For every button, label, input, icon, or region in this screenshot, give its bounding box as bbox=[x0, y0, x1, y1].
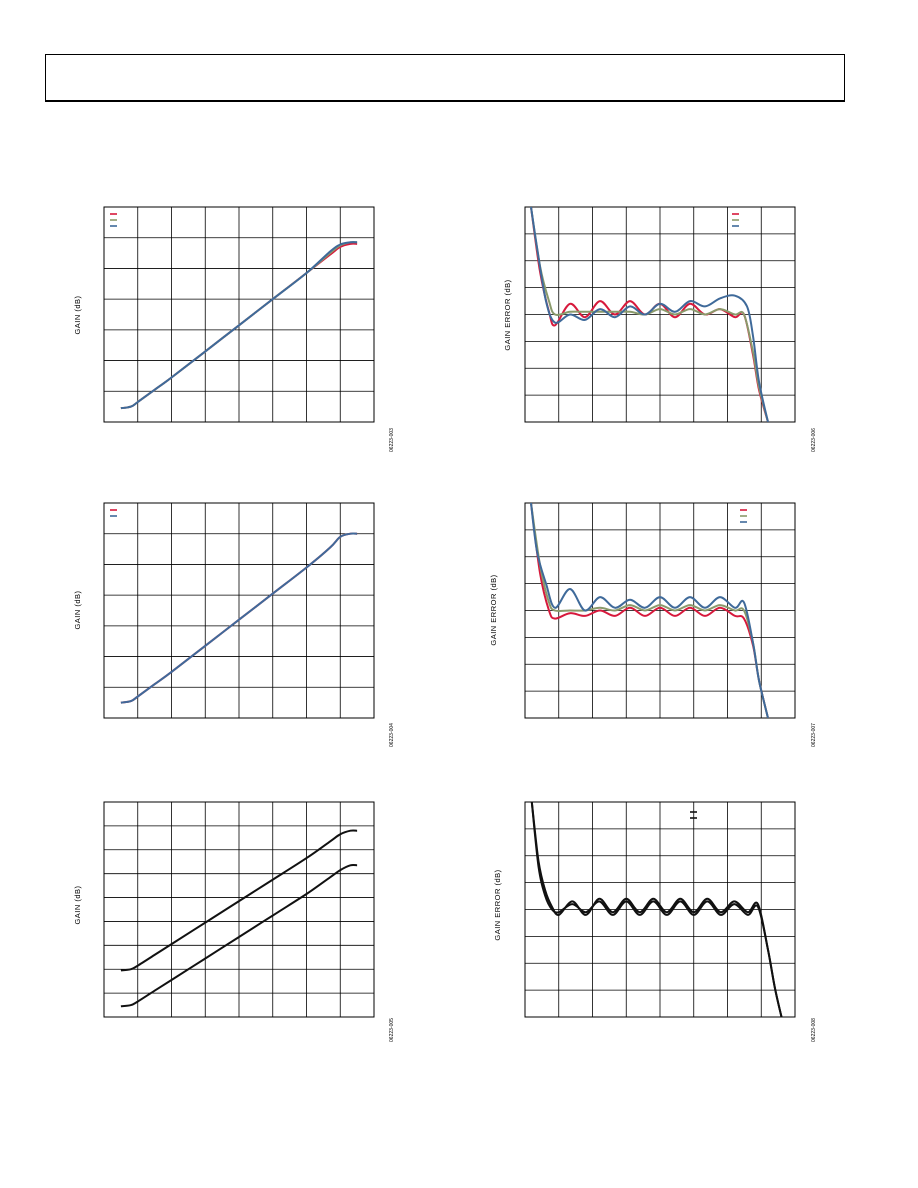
figure-id: 06223-003 bbox=[389, 428, 395, 452]
y-axis-label: GAIN ERROR (dB) bbox=[493, 869, 502, 940]
series-line-2 bbox=[530, 802, 783, 1017]
series-line-2 bbox=[120, 863, 358, 1008]
figure-id: 06223-007 bbox=[811, 723, 817, 747]
chart-c3: GAIN (dB) 06223-004 bbox=[73, 502, 395, 747]
legend bbox=[740, 509, 747, 523]
chart-c5: GAIN (dB) 06223-005 bbox=[73, 801, 395, 1042]
y-axis-label: GAIN (dB) bbox=[73, 885, 82, 924]
series-line-2 bbox=[530, 207, 769, 422]
y-axis-label: GAIN (dB) bbox=[73, 295, 82, 334]
figure-id: 06223-006 bbox=[811, 428, 817, 452]
legend bbox=[110, 509, 117, 517]
y-axis-label: GAIN ERROR (dB) bbox=[489, 574, 498, 645]
series-line-3 bbox=[530, 503, 769, 718]
series-line-1 bbox=[530, 503, 769, 718]
chart-c4: GAIN ERROR (dB) 06223-007 bbox=[489, 502, 817, 747]
chart-c6: GAIN ERROR (dB) 06223-008 bbox=[493, 801, 817, 1042]
chart-c2: GAIN ERROR (dB) 06223-006 bbox=[503, 206, 817, 452]
figure-id: 06223-005 bbox=[389, 1018, 395, 1042]
legend bbox=[732, 213, 739, 227]
series-line-3 bbox=[120, 241, 358, 410]
series-line-2 bbox=[530, 503, 769, 718]
legend bbox=[690, 811, 697, 819]
series-line-1 bbox=[530, 802, 783, 1017]
series-line-2 bbox=[120, 532, 358, 704]
chart-c1: GAIN (dB) 06223-003 bbox=[73, 206, 395, 452]
series-line-1 bbox=[120, 829, 358, 972]
figure-id: 06223-004 bbox=[389, 723, 395, 747]
legend bbox=[110, 213, 117, 227]
y-axis-label: GAIN ERROR (dB) bbox=[503, 279, 512, 350]
series-line-3 bbox=[530, 207, 769, 422]
figure-id: 06223-008 bbox=[811, 1018, 817, 1042]
page-header-box bbox=[45, 54, 845, 102]
y-axis-label: GAIN (dB) bbox=[73, 590, 82, 629]
